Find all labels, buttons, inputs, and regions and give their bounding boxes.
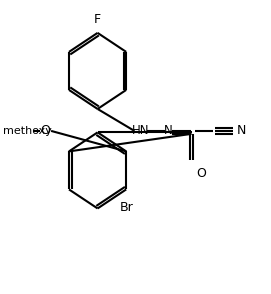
Text: methoxy: methoxy [2,126,51,136]
Text: F: F [94,13,101,26]
Text: O: O [41,124,50,137]
Text: HN: HN [132,124,150,137]
Text: N: N [237,124,246,137]
Text: Br: Br [119,201,133,214]
Text: N: N [164,124,173,137]
Text: O: O [196,168,206,181]
